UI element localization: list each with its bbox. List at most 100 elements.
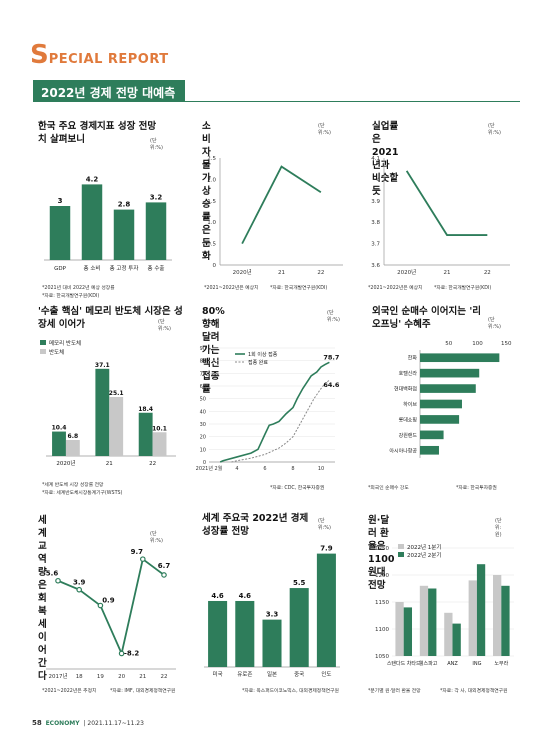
data-label: 2.8 <box>118 201 131 209</box>
x-tick-label: 22 <box>161 674 168 680</box>
data-point <box>161 572 167 578</box>
data-label: 6.8 <box>68 433 79 440</box>
chart-note: *2021~2022년은 추정치 <box>42 689 97 694</box>
chart-title: 외국인 순매수 이어지는 '리오프닝' 수혜주 <box>372 306 481 330</box>
world-growth-bar-chart: 4.6 미국 4.6 유로존 3.3 일본 5.5 중국 7.9 인도 <box>204 545 340 678</box>
bar <box>420 353 500 363</box>
bar <box>95 368 110 456</box>
bar <box>138 412 153 456</box>
chart-unit: (단위:%) <box>318 123 331 136</box>
bar <box>420 430 444 440</box>
x-tick-label: 2017년 <box>48 672 67 680</box>
y-tick-label: 20 <box>200 435 206 441</box>
legend-label: 접종 완료 <box>248 359 268 366</box>
data-label: 9.7 <box>131 548 144 556</box>
x-tick-label: 총 소비 <box>84 264 101 272</box>
data-label: 25.1 <box>109 390 124 397</box>
chart-note: *2021~2022년은 예상치 <box>368 286 423 291</box>
bar <box>316 553 336 667</box>
chart-source: *자료: 세계반도체시장통계기구(WSTS) <box>42 491 123 496</box>
bar <box>420 415 460 424</box>
category-label: 강원랜드 <box>399 432 418 439</box>
y-tick-label: 3.7 <box>371 242 380 248</box>
y-tick-label: 1200 <box>375 573 389 579</box>
chart-source: *자료: 한국개발연구원(KDI) <box>42 294 100 299</box>
page-footer: 58 ECONOMY | 2021.11.17~11.23 <box>32 719 144 727</box>
category-label: 아시아나항공 <box>389 447 417 454</box>
data-point <box>76 586 83 593</box>
chart-source: *자료: 한국개발연구원(KDI) <box>270 286 328 291</box>
y-tick-label: 3.9 <box>371 199 380 205</box>
page-number: 58 <box>32 719 42 727</box>
y-tick-label: 0.5 <box>207 242 216 248</box>
data-label: 0.9 <box>102 597 115 605</box>
bar <box>420 445 439 455</box>
data-label: 3 <box>58 197 63 205</box>
chart-note: *외국인 순매수 강도 <box>368 486 409 491</box>
x-tick-label: 2020년 <box>397 268 416 276</box>
chart-title: 세계 교역량은 회복세 이어간다 <box>38 515 47 682</box>
x-tick-label: 20 <box>118 674 125 680</box>
data-label: 18.4 <box>138 406 153 413</box>
legend-label: 2022년 1분기 <box>407 543 441 551</box>
bar <box>468 580 477 656</box>
unemployment-line-chart: 3.6 3.7 3.8 3.9 4 4.1 2020년 21 22 <box>371 156 510 276</box>
chart-note: *2021~2022년은 예상치 <box>204 286 259 291</box>
y-tick-label: 1100 <box>375 627 389 633</box>
chart-source: *자료: 한국투자증권 <box>456 486 497 491</box>
vaccine-line-chart: 0 10 20 30 40 50 60 70 80 90 2021년 2월 4 6 8 10 78.7 1회 이… <box>196 346 340 472</box>
magazine-name: ECONOMY <box>45 720 80 727</box>
bar <box>428 588 437 656</box>
bar <box>501 585 510 656</box>
data-label: 37.1 <box>95 362 110 369</box>
legend-label: 2022년 2분기 <box>407 551 441 559</box>
bar <box>65 440 80 456</box>
x-tick-label: 미국 <box>213 670 223 678</box>
y-tick-label: 2.0 <box>207 177 216 183</box>
x-tick-label: 21 <box>444 270 451 276</box>
bar <box>403 607 413 656</box>
chart-unit: (단위:%) <box>150 531 163 544</box>
chart-title: 실업률은 2021년과 비슷할 듯 <box>372 121 399 197</box>
series-line <box>219 361 330 463</box>
data-label: 4.6 <box>211 592 224 600</box>
page-title: 2022년 경제 전망 대예측 <box>33 80 185 102</box>
bar <box>420 399 462 409</box>
bar <box>419 585 429 656</box>
legend-label: 1회 이상 접종 <box>248 351 278 358</box>
chart-title: 소비자물가 상승률은 둔화 <box>202 121 211 262</box>
x-tick-label: 스탠다드 차타드 <box>387 660 421 667</box>
y-tick-label: 2.5 <box>207 156 216 162</box>
x-tick-label: 8 <box>291 466 294 472</box>
x-tick-label: 노무라 <box>494 660 508 667</box>
cpi-line-chart: 0 0.5 1.0 1.5 2.0 2.5 2020년 21 22 <box>207 156 343 276</box>
x-tick-label: 총 수출 <box>148 264 165 272</box>
bar <box>81 184 103 260</box>
x-tick-label: 2020년 <box>233 268 252 276</box>
x-tick-label: 18 <box>76 674 83 680</box>
legend-swatch <box>398 552 404 557</box>
y-tick-label: 10 <box>200 447 206 453</box>
bar <box>395 602 404 656</box>
y-tick-label: 70 <box>200 371 206 377</box>
section-label: SPECIAL REPORT <box>30 40 169 70</box>
x-tick-label: 100 <box>472 341 483 347</box>
data-label: 6.7 <box>158 562 171 570</box>
bar <box>262 619 282 667</box>
chart-unit: (단위:%) <box>318 518 331 531</box>
y-tick-label: 1.5 <box>207 199 216 205</box>
y-tick-label: 60 <box>200 384 206 390</box>
y-tick-label: 80 <box>200 359 206 365</box>
legend-swatch <box>40 340 46 345</box>
x-tick-label: 2020년 <box>56 459 75 467</box>
bar <box>420 368 480 378</box>
y-tick-label: 40 <box>200 409 206 415</box>
x-tick-label: 50 <box>445 341 452 347</box>
chart-note: *세계 반도체 시장 성장률 전망 <box>42 483 104 488</box>
x-tick-label: 21 <box>278 270 285 276</box>
series-line <box>57 557 165 657</box>
y-tick-label: 90 <box>200 346 206 352</box>
